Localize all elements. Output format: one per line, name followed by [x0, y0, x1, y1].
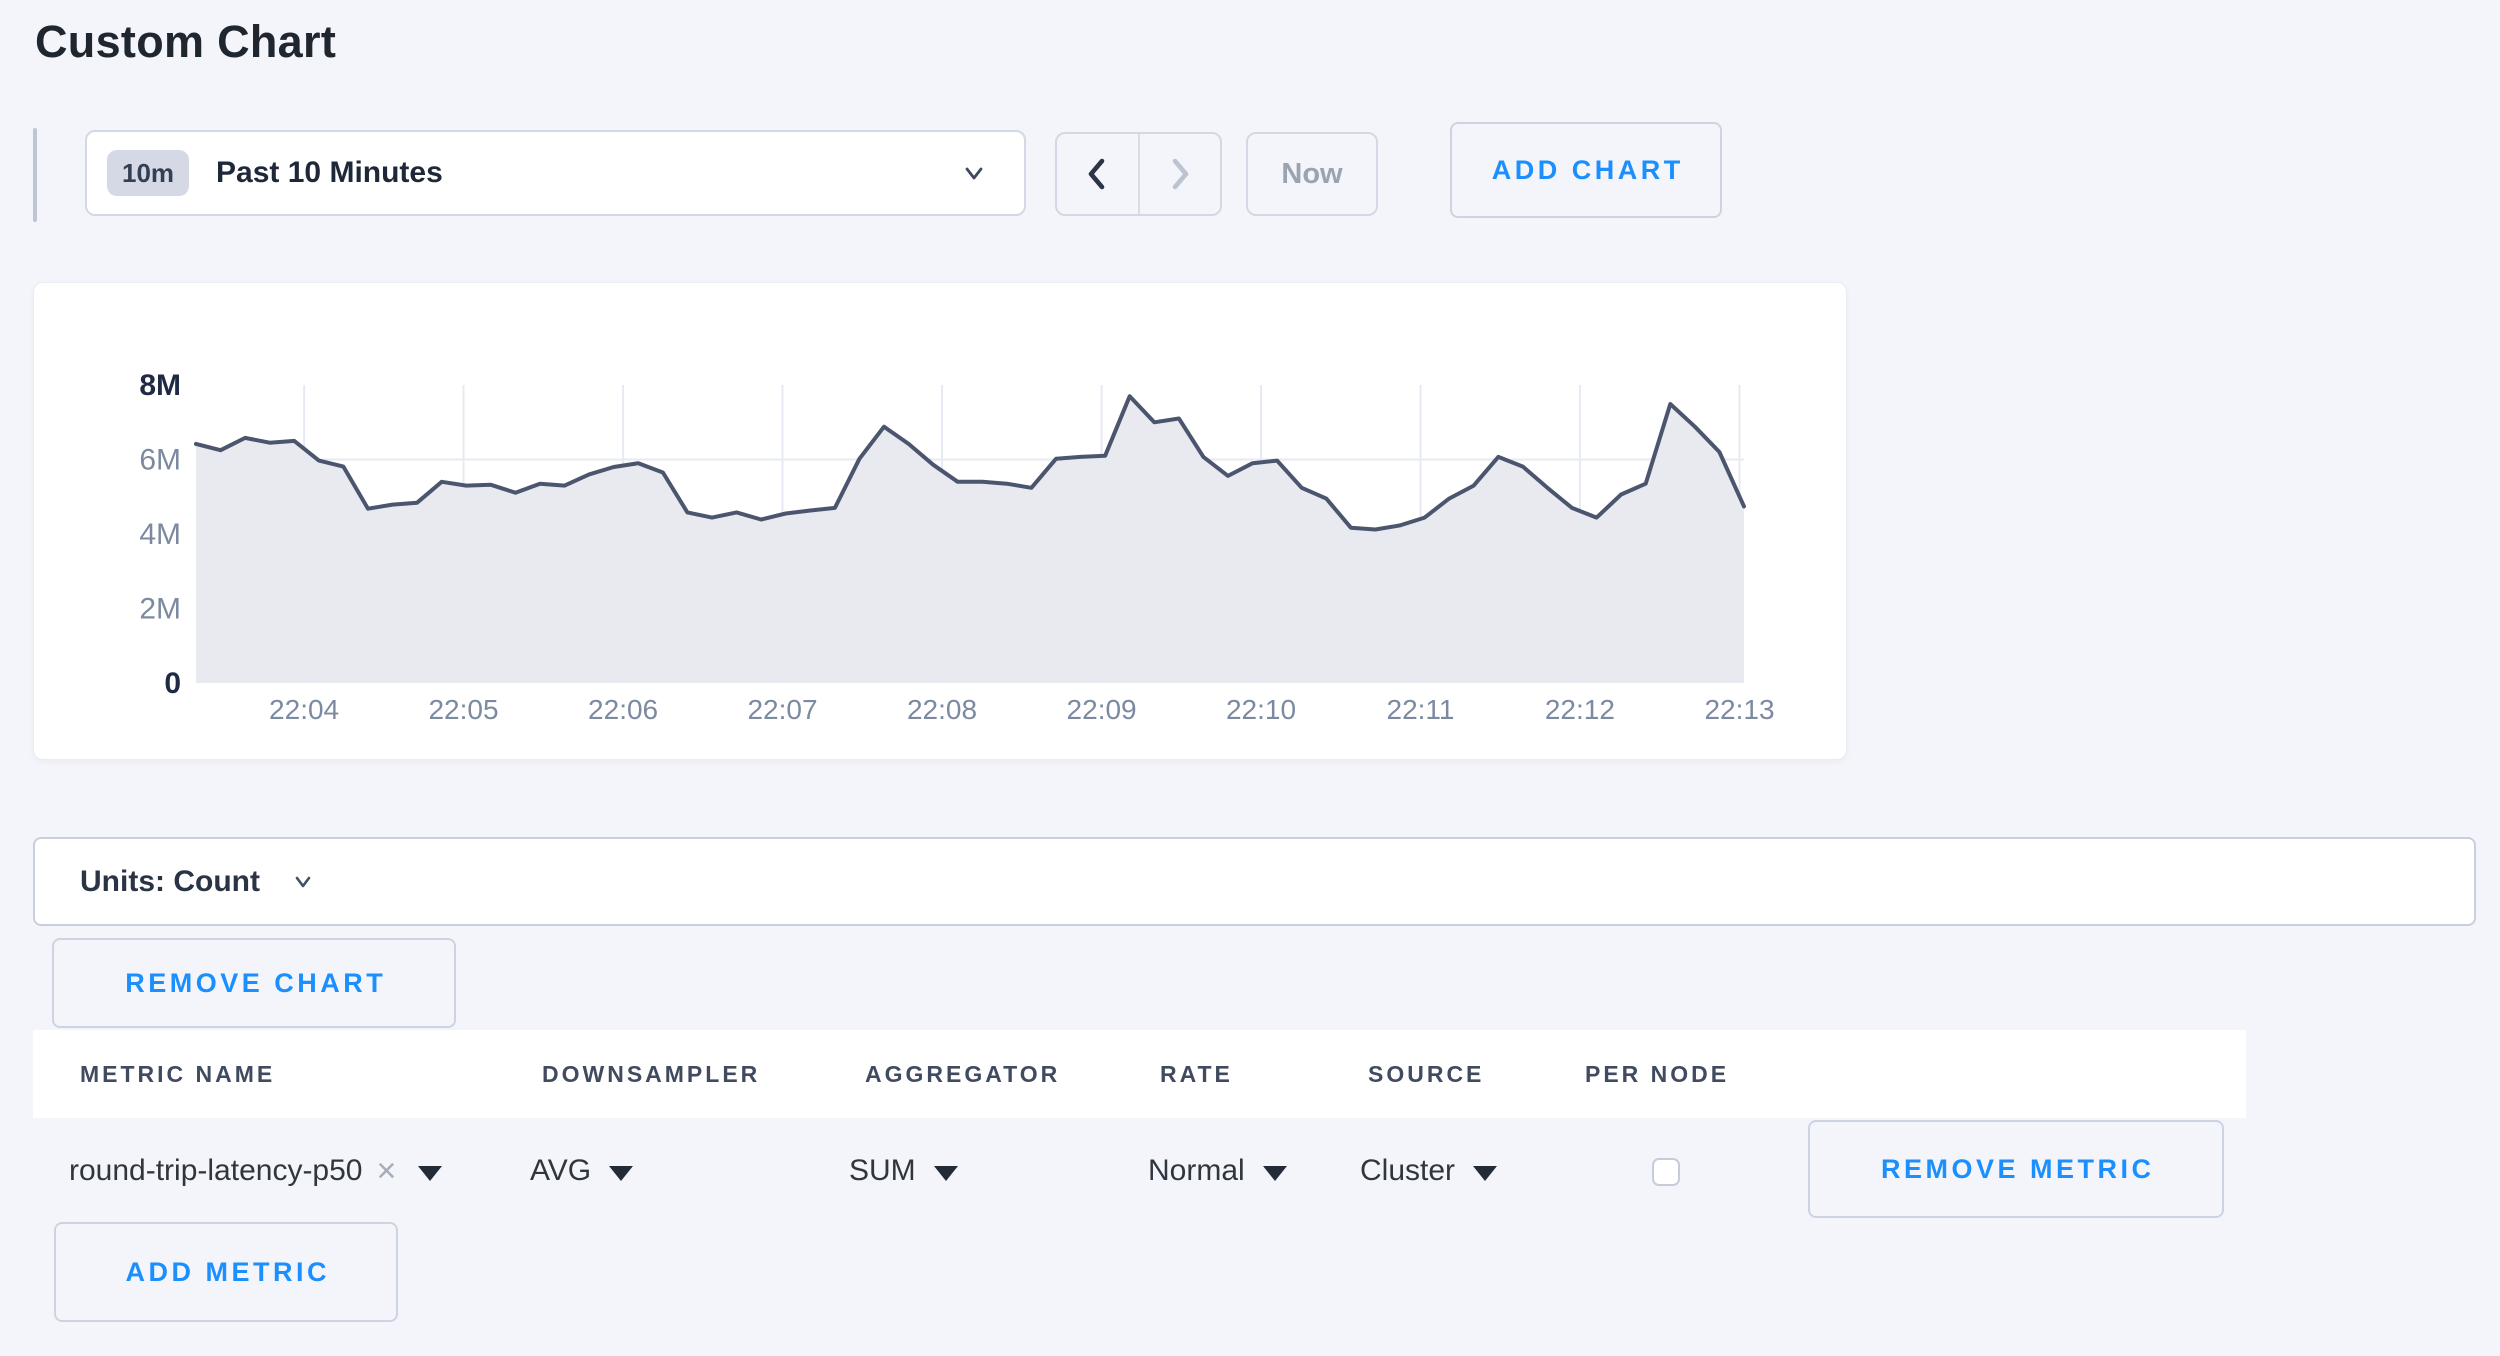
units-dropdown[interactable]: Units: Count [33, 837, 2476, 926]
chevron-left-icon [1088, 158, 1105, 190]
column-header-rate: RATE [1160, 1061, 1233, 1087]
time-range-label: Past 10 Minutes [216, 156, 443, 189]
chevron-down-icon [965, 167, 983, 180]
column-header-aggregator: AGGREGATOR [865, 1061, 1061, 1087]
time-range-dropdown[interactable]: 10m Past 10 Minutes [85, 130, 1026, 216]
svg-text:4M: 4M [139, 518, 181, 551]
aggregator-value: SUM [849, 1154, 916, 1187]
page-title: Custom Chart [35, 16, 337, 67]
column-header-per-node: PER NODE [1585, 1061, 1730, 1087]
column-header-downsampler: DOWNSAMPLER [542, 1061, 761, 1087]
metrics-area-chart: 8M 6M 4M 2M 0 22:04 22:05 22:06 22:07 22:08 22:09 2… [139, 369, 1774, 725]
svg-text:22:05: 22:05 [428, 694, 498, 725]
clear-metric-icon[interactable]: × [376, 1152, 397, 1190]
source-value: Cluster [1360, 1154, 1456, 1187]
remove-metric-button[interactable]: REMOVE METRIC [1808, 1120, 2224, 1218]
svg-text:2M: 2M [139, 593, 181, 626]
next-time-button[interactable] [1140, 134, 1221, 214]
svg-text:22:06: 22:06 [588, 694, 658, 725]
dropdown-caret-icon [933, 1166, 958, 1181]
chevron-down-icon [295, 876, 311, 887]
column-header-metric-name: METRIC NAME [80, 1061, 276, 1087]
add-metric-button[interactable]: ADD METRIC [54, 1222, 398, 1322]
downsampler-select[interactable]: AVG [530, 1146, 634, 1196]
svg-text:6M: 6M [139, 444, 181, 477]
dropdown-caret-icon [1473, 1166, 1498, 1181]
dropdown-caret-icon [418, 1166, 443, 1181]
toolbar-accent-divider [33, 128, 37, 222]
prev-time-button[interactable] [1057, 134, 1140, 214]
source-select[interactable]: Cluster [1360, 1146, 1498, 1196]
svg-text:22:07: 22:07 [747, 694, 817, 725]
svg-text:22:11: 22:11 [1387, 694, 1455, 725]
svg-text:22:09: 22:09 [1067, 694, 1137, 725]
rate-value: Normal [1148, 1154, 1245, 1187]
metric-name-select[interactable]: round-trip-latency-p50 × [69, 1146, 443, 1196]
svg-text:0: 0 [164, 667, 181, 700]
metrics-table-header: METRIC NAME DOWNSAMPLER AGGREGATOR RATE … [33, 1030, 2246, 1118]
svg-text:22:12: 22:12 [1545, 694, 1615, 725]
downsampler-value: AVG [530, 1154, 592, 1187]
chevron-right-icon [1172, 158, 1189, 190]
units-label: Units: Count [80, 864, 260, 898]
svg-text:22:08: 22:08 [907, 694, 977, 725]
chart-card: 8M 6M 4M 2M 0 22:04 22:05 22:06 22:07 22:08 22:09 2… [33, 282, 1847, 760]
svg-text:22:13: 22:13 [1704, 694, 1774, 725]
time-range-badge: 10m [107, 150, 190, 196]
svg-text:8M: 8M [139, 369, 181, 402]
svg-text:22:10: 22:10 [1226, 694, 1296, 725]
add-chart-button[interactable]: ADD CHART [1450, 122, 1722, 218]
per-node-checkbox[interactable] [1652, 1158, 1680, 1186]
column-header-source: SOURCE [1368, 1061, 1485, 1087]
metric-name-value: round-trip-latency-p50 [69, 1154, 363, 1187]
now-button[interactable]: Now [1246, 132, 1378, 216]
dropdown-caret-icon [1262, 1166, 1287, 1181]
remove-chart-button[interactable]: REMOVE CHART [52, 938, 456, 1028]
aggregator-select[interactable]: SUM [849, 1146, 958, 1196]
dropdown-caret-icon [609, 1166, 634, 1181]
rate-select[interactable]: Normal [1148, 1146, 1287, 1196]
time-nav-group [1055, 132, 1222, 216]
svg-text:22:04: 22:04 [269, 694, 339, 725]
